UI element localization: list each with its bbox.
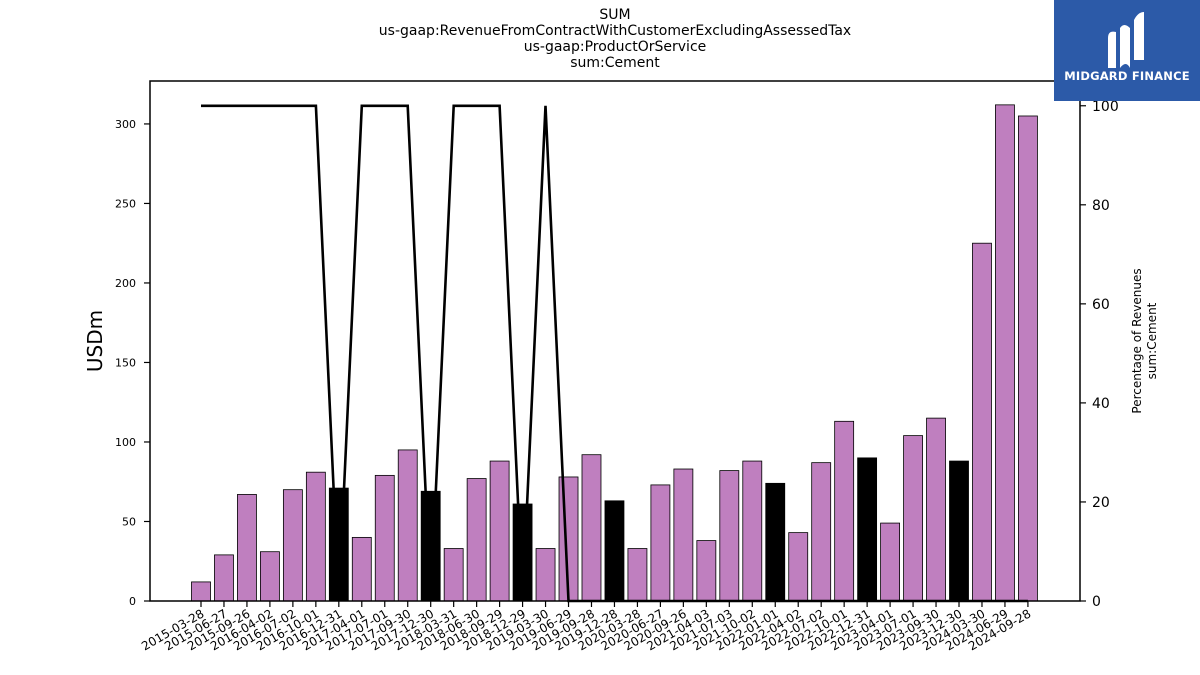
bar bbox=[581, 454, 602, 602]
bar bbox=[260, 551, 280, 602]
bar bbox=[834, 420, 855, 602]
y-tick-label: 50 bbox=[122, 515, 136, 528]
y2-tick-label: 40 bbox=[1092, 396, 1110, 412]
bar bbox=[1018, 115, 1038, 602]
bar bbox=[282, 489, 303, 602]
bar bbox=[811, 462, 832, 602]
bar bbox=[191, 581, 211, 602]
bar bbox=[972, 242, 992, 602]
bar bbox=[650, 484, 671, 602]
bar bbox=[214, 554, 234, 602]
bar bbox=[397, 449, 418, 602]
y-tick-label: 250 bbox=[115, 197, 136, 210]
chart-title: SUM us-gaap:RevenueFromContractWithCusto… bbox=[0, 7, 1200, 71]
y-tick-label: 200 bbox=[115, 277, 136, 290]
bar bbox=[305, 471, 326, 602]
chart-title-line: us-gaap:RevenueFromContractWithCustomerE… bbox=[378, 23, 852, 39]
y-axis-label: USDm bbox=[83, 310, 107, 372]
y-tick-label: 0 bbox=[129, 595, 136, 608]
right-axis: 0 20 40 60 80 100 bbox=[1080, 99, 1119, 610]
left-axis: 0 50 100 150 200 250 300 bbox=[115, 118, 150, 608]
bars-layer bbox=[191, 104, 1038, 602]
y2-tick-label: 60 bbox=[1092, 297, 1110, 313]
bar bbox=[351, 536, 372, 602]
bar bbox=[374, 474, 395, 602]
y2-axis-label-sub: sum:Cement bbox=[1145, 302, 1159, 379]
bar bbox=[857, 457, 878, 602]
bar bbox=[443, 548, 464, 602]
y-tick-label: 150 bbox=[115, 356, 136, 369]
y2-axis-label: Percentage of Revenues bbox=[1130, 268, 1144, 413]
bar bbox=[535, 548, 556, 602]
bar bbox=[949, 460, 969, 602]
y2-tick-label: 20 bbox=[1092, 495, 1110, 511]
bar bbox=[696, 540, 717, 602]
bar bbox=[880, 522, 900, 602]
logo-text: MIDGARD FINANCE bbox=[1064, 69, 1190, 83]
bar bbox=[788, 532, 809, 602]
bar bbox=[489, 460, 510, 602]
bar bbox=[926, 417, 946, 602]
y2-tick-label: 80 bbox=[1092, 198, 1110, 214]
chart-title-line: SUM bbox=[599, 7, 631, 23]
y-tick-label: 300 bbox=[115, 118, 136, 131]
bar bbox=[719, 470, 740, 602]
bar bbox=[765, 482, 786, 602]
midgard-finance-logo: MIDGARD FINANCE bbox=[1054, 0, 1200, 101]
bar bbox=[604, 500, 625, 602]
y2-tick-label: 100 bbox=[1092, 99, 1119, 115]
chart-title-line: sum:Cement bbox=[570, 55, 660, 71]
bar bbox=[466, 478, 487, 602]
midgard-logo-icon bbox=[1108, 12, 1144, 68]
x-axis: 2015-03-282015-06-272015-09-262016-04-02… bbox=[139, 601, 1033, 653]
bar bbox=[673, 468, 694, 602]
bar bbox=[995, 104, 1015, 602]
y2-tick-label: 0 bbox=[1092, 594, 1101, 610]
y-tick-label: 100 bbox=[115, 436, 136, 449]
bar bbox=[627, 548, 648, 602]
chart-title-line: us-gaap:ProductOrService bbox=[523, 39, 707, 55]
bar bbox=[237, 494, 257, 602]
bar bbox=[742, 460, 763, 602]
bar bbox=[903, 435, 923, 602]
